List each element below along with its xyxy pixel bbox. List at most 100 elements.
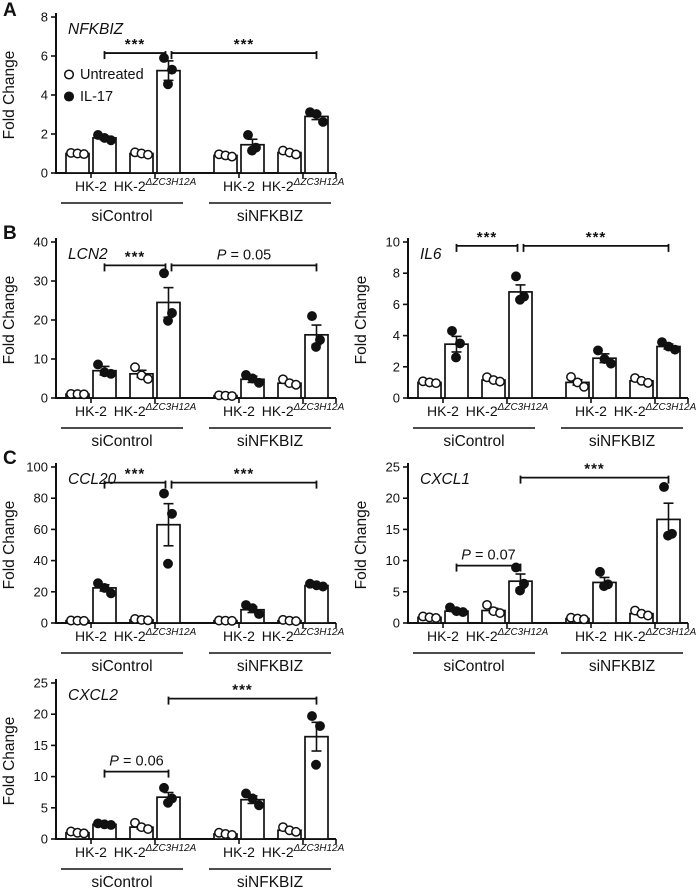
legend-marker-il17-icon — [63, 91, 75, 102]
data-point-il17 — [315, 721, 325, 732]
data-point-il17 — [511, 562, 521, 573]
data-point-il17 — [106, 820, 116, 830]
y-tick-label: 0 — [393, 616, 400, 631]
data-point-untreated — [495, 376, 505, 387]
chart-svg-lcn2: 0 10 20 30 40 Fold Change LCN2 *** P = 0.05 HK-2 H… — [1, 235, 345, 451]
condition-label: siControl — [91, 874, 152, 891]
data-point-untreated — [79, 615, 89, 626]
y-axis-label: Fold Change — [1, 51, 18, 140]
data-point-untreated — [291, 379, 301, 390]
data-point-il17 — [247, 145, 257, 156]
panel-label-b: B — [3, 223, 17, 244]
data-point-il17 — [318, 116, 328, 127]
data-point-il17 — [311, 341, 321, 352]
data-point-untreated — [143, 824, 153, 834]
cell-label: HK-2ΔZC3H12A — [614, 627, 697, 644]
cell-label: HK-2 — [223, 628, 255, 644]
data-point-il17 — [458, 607, 468, 618]
y-tick-label: 10 — [34, 352, 48, 367]
y-axis-label: Fold Change — [1, 276, 18, 365]
y-tick-label: 8 — [393, 266, 400, 281]
data-point-untreated — [143, 149, 153, 160]
sig-label: *** — [232, 682, 253, 699]
cell-label: HK-2 — [75, 844, 107, 860]
data-point-il17 — [511, 271, 521, 282]
legend-marker-untreated-icon — [63, 69, 75, 80]
data-point-untreated — [130, 362, 140, 373]
y-tick-label: 0 — [41, 166, 48, 181]
sig-label: P = 0.06 — [109, 754, 163, 770]
data-point-il17 — [93, 359, 103, 370]
data-point-il17 — [106, 368, 116, 379]
condition-label: siNFKBIZ — [237, 874, 303, 891]
y-tick-label: 10 — [386, 235, 400, 250]
condition-label: siNFKBIZ — [237, 208, 303, 225]
gene-title: LCN2 — [68, 246, 108, 263]
chart-svg-ccl20: 0 20 40 60 80 100 Fold Change CCL20 *** *** HK-2 HK… — [1, 460, 345, 676]
data-point-il17 — [515, 294, 525, 305]
data-point-untreated — [495, 608, 505, 618]
cell-label: HK-2ΔZC3H12A — [262, 627, 345, 644]
data-point-il17 — [515, 585, 525, 596]
data-point-il17 — [318, 581, 328, 592]
sig-label: *** — [477, 229, 498, 246]
data-point-il17 — [163, 79, 173, 90]
y-tick-label: 20 — [34, 313, 48, 328]
y-tick-label: 25 — [34, 676, 48, 691]
condition-label: siControl — [443, 658, 504, 675]
data-point-il17 — [159, 53, 169, 63]
y-tick-label: 60 — [34, 522, 48, 537]
cell-label: HK-2 — [223, 178, 255, 194]
y-tick-label: 15 — [386, 522, 400, 537]
y-tick-label: 0 — [41, 391, 48, 406]
sig-label: *** — [234, 36, 255, 53]
y-tick-label: 4 — [393, 328, 400, 343]
chart-svg-il6: 0 2 4 6 8 10 Fold Change IL6 *** *** HK-2 HK-2ΔZC3H… — [353, 229, 697, 450]
data-point-il17 — [159, 268, 169, 279]
data-point-il17 — [307, 311, 317, 322]
data-point-untreated — [143, 373, 153, 384]
y-tick-label: 6 — [393, 297, 400, 312]
data-point-il17 — [106, 588, 116, 599]
cell-label: HK-2 — [575, 403, 607, 419]
y-tick-label: 10 — [386, 553, 400, 568]
data-point-untreated — [227, 151, 237, 162]
data-point-il17 — [595, 566, 605, 577]
y-tick-label: 40 — [34, 553, 48, 568]
y-tick-label: 6 — [41, 49, 48, 64]
y-axis-label: Fold Change — [353, 501, 370, 590]
y-axis-label: Fold Change — [1, 501, 18, 590]
y-tick-label: 80 — [34, 491, 48, 506]
y-tick-label: 20 — [34, 707, 48, 722]
cell-label: HK-2ΔZC3H12A — [614, 402, 697, 419]
data-point-il17 — [106, 135, 116, 146]
condition-label: siNFKBIZ — [589, 658, 655, 675]
data-point-untreated — [79, 828, 89, 839]
data-point-untreated — [79, 149, 89, 160]
chart-nfkbiz: 0 2 4 6 8 Fold Change NFKBIZ Untreated IL-17 *** *… — [0, 3, 348, 229]
data-point-il17 — [163, 315, 173, 326]
sig-label: *** — [584, 461, 605, 478]
y-tick-label: 10 — [34, 769, 48, 784]
sig-label: *** — [125, 466, 146, 483]
condition-label: siNFKBIZ — [589, 433, 655, 450]
chart-svg-cxcl1: 0 5 10 15 20 25 Fold Change CXCL1 P = 0.07 *** HK-… — [353, 460, 697, 676]
data-point-untreated — [291, 826, 301, 837]
data-point-il17 — [163, 797, 173, 808]
cell-label: HK-2 — [75, 178, 107, 194]
data-point-il17 — [447, 325, 457, 336]
data-point-il17 — [254, 609, 264, 619]
data-point-il17 — [606, 358, 616, 369]
cell-label: HK-2ΔZC3H12A — [114, 177, 197, 194]
data-point-untreated — [431, 613, 441, 623]
data-point-untreated — [566, 371, 576, 382]
y-tick-label: 0 — [41, 832, 48, 847]
gene-title: CXCL2 — [68, 687, 118, 704]
condition-label: siControl — [91, 208, 152, 225]
data-point-il17 — [307, 711, 317, 722]
data-point-il17 — [241, 788, 251, 799]
y-tick-label: 40 — [34, 235, 48, 250]
y-tick-label: 15 — [34, 738, 48, 753]
sig-label: *** — [125, 36, 146, 53]
